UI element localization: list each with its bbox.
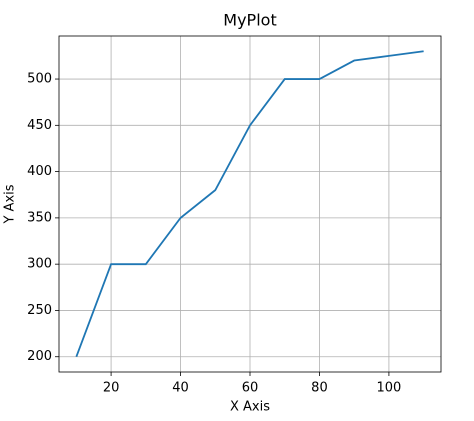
y-tick-label: 300 <box>27 257 52 272</box>
x-tick-label: 80 <box>311 381 328 396</box>
x-tick-label: 100 <box>376 381 401 396</box>
y-tick-label: 250 <box>27 303 52 318</box>
y-tick-label: 450 <box>27 118 52 133</box>
x-tick-label: 20 <box>103 381 120 396</box>
y-axis-label: Y Axis <box>3 184 18 224</box>
plot-frame <box>58 35 442 373</box>
chart-title: MyPlot <box>223 11 276 30</box>
data-line <box>75 50 424 358</box>
x-tick-label: 40 <box>172 381 189 396</box>
x-tick-label: 60 <box>242 381 259 396</box>
y-tick-label: 400 <box>27 164 52 179</box>
y-tick-label: 350 <box>27 210 52 225</box>
y-tick-label: 200 <box>27 349 52 364</box>
y-tick-label: 500 <box>27 72 52 87</box>
x-axis-label: X Axis <box>230 400 270 415</box>
